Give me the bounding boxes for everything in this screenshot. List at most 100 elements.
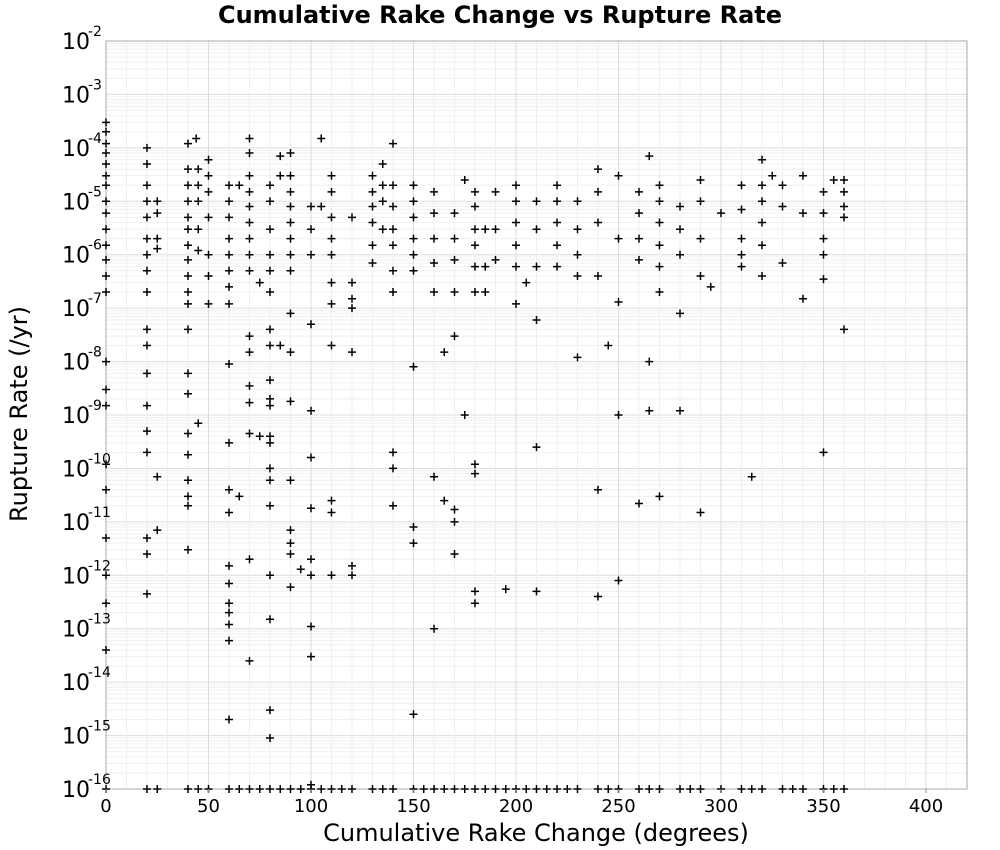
data-point: [471, 187, 479, 196]
data-point: [676, 406, 684, 415]
data-point: [512, 262, 520, 271]
data-point: [184, 476, 192, 485]
data-point: [266, 734, 274, 743]
y-tick-label-base: 10: [62, 564, 90, 589]
data-point: [245, 171, 254, 180]
data-point: [143, 448, 151, 457]
data-point: [460, 411, 469, 419]
data-point: [553, 241, 561, 250]
data-point: [573, 271, 582, 280]
y-tick-label-base: 10: [62, 30, 90, 55]
data-point: [143, 181, 151, 190]
x-tick-label: 400: [909, 796, 943, 817]
data-point: [573, 785, 582, 793]
data-point: [471, 599, 479, 608]
data-point: [696, 785, 705, 793]
data-point: [266, 288, 274, 297]
data-point: [553, 197, 561, 206]
data-point: [266, 250, 274, 259]
data-point: [194, 197, 203, 206]
data-point: [450, 550, 459, 559]
y-tick-label-exponent: -10: [88, 451, 111, 467]
data-point: [286, 218, 295, 227]
data-point: [532, 443, 541, 452]
data-point: [194, 419, 203, 428]
data-point: [204, 155, 213, 164]
data-point: [102, 197, 110, 206]
data-point: [102, 149, 110, 158]
data-point: [758, 218, 766, 227]
data-point: [389, 501, 397, 510]
data-point: [327, 341, 336, 350]
data-point: [430, 624, 438, 633]
data-point: [245, 555, 254, 564]
data-point: [225, 250, 233, 259]
y-axis-label: Rupture Rate (/yr): [5, 306, 33, 522]
data-point: [778, 258, 787, 267]
data-point: [481, 225, 490, 234]
data-point: [143, 401, 151, 410]
data-point: [706, 282, 715, 291]
data-point: [758, 181, 766, 190]
data-point: [102, 571, 110, 580]
data-point: [225, 715, 233, 724]
data-point: [645, 406, 654, 415]
data-point: [102, 225, 110, 234]
data-point: [655, 785, 664, 793]
data-point: [235, 181, 244, 190]
data-point: [430, 785, 438, 793]
data-point: [153, 244, 162, 253]
data-point: [286, 171, 295, 180]
data-point: [430, 209, 438, 218]
data-point: [747, 785, 756, 793]
data-point: [471, 587, 479, 596]
data-point: [102, 139, 110, 148]
data-point: [266, 197, 274, 206]
data-point: [327, 278, 336, 287]
data-point: [348, 294, 356, 303]
data-point: [758, 271, 766, 280]
data-point: [194, 181, 203, 190]
data-point: [409, 266, 418, 275]
y-axis-ticks: 10-1610-1510-1410-1310-1210-1110-1010-91…: [62, 24, 111, 803]
y-tick-label-exponent: -7: [88, 291, 102, 307]
data-point: [143, 369, 151, 378]
data-point: [225, 508, 233, 517]
data-point: [245, 234, 254, 243]
data-point: [450, 332, 459, 341]
data-point: [266, 706, 274, 715]
data-point: [840, 202, 848, 211]
data-point: [102, 645, 110, 654]
data-point: [389, 139, 397, 148]
data-point: [758, 155, 766, 164]
data-point: [143, 250, 151, 259]
data-point: [655, 492, 664, 501]
data-point: [348, 785, 356, 793]
data-point: [409, 234, 418, 243]
data-point: [532, 262, 541, 271]
data-point: [245, 656, 254, 665]
data-points: [102, 118, 848, 793]
y-tick-label-exponent: -5: [88, 184, 102, 200]
data-point: [225, 213, 233, 222]
data-point: [573, 197, 582, 206]
data-point: [245, 348, 254, 357]
y-tick-label-base: 10: [62, 618, 90, 643]
y-tick-label-exponent: -4: [88, 131, 102, 147]
data-point: [378, 181, 387, 190]
data-point: [276, 785, 285, 793]
data-point: [430, 187, 438, 196]
data-point: [450, 505, 459, 514]
data-point: [143, 533, 151, 542]
data-point: [348, 571, 356, 580]
data-point: [512, 241, 520, 250]
data-point: [307, 250, 315, 259]
data-point: [225, 282, 233, 291]
y-tick-label-exponent: -12: [88, 558, 111, 574]
data-point: [194, 785, 203, 793]
y-tick-label-base: 10: [62, 671, 90, 696]
data-point: [532, 587, 541, 596]
y-tick-label-base: 10: [62, 457, 90, 482]
data-point: [553, 218, 561, 227]
grid: [105, 40, 968, 790]
